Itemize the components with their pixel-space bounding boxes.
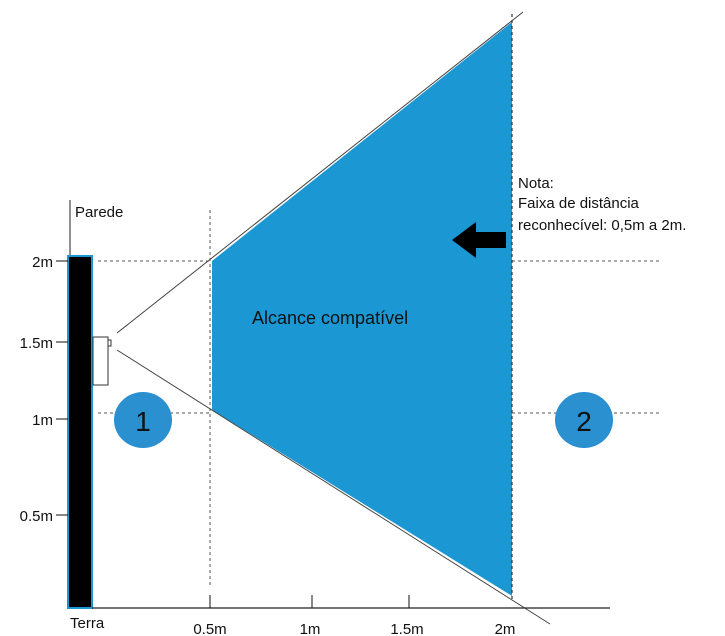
note-line-2: reconhecível: 0,5m a 2m. [518,217,686,234]
y-label-1.5m: 1.5m [20,335,53,352]
y-label-2m: 2m [32,254,53,271]
note-line-1: Faixa de distância [518,195,640,212]
wall-label: Parede [75,204,123,221]
x-label-2m: 2m [495,621,516,636]
wall-bar [67,255,93,609]
y-label-1m: 1m [32,412,53,429]
marker-2: 2 [555,392,613,448]
note-title: Nota: [518,175,554,192]
compatible-range-zone [212,22,512,596]
marker-1-label: 1 [135,406,151,437]
arrow-left-icon [452,222,506,258]
y-label-0.5m: 0.5m [20,508,53,525]
marker-1: 1 [114,392,172,448]
sensor-device-icon [92,336,112,386]
cone-upper-line [116,11,524,334]
x-label-0.5m: 0.5m [193,621,226,636]
ground-label: Terra [70,615,105,632]
marker-2-label: 2 [576,406,592,437]
x-label-1.5m: 1.5m [390,621,423,636]
zone-label: Alcance compatível [252,308,408,328]
x-label-1m: 1m [300,621,321,636]
cone-lower-line [116,349,551,625]
